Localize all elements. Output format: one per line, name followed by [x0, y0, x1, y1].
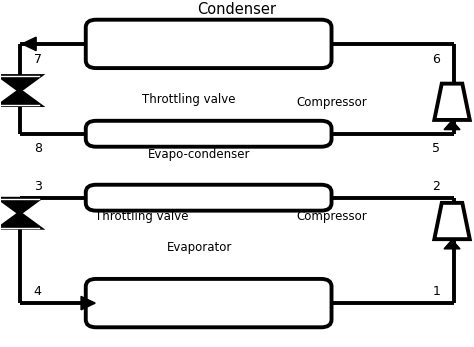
- Text: Compressor: Compressor: [296, 210, 367, 223]
- Text: Throttling valve: Throttling valve: [143, 93, 236, 106]
- Polygon shape: [0, 76, 39, 91]
- Text: 3: 3: [34, 179, 42, 193]
- Polygon shape: [0, 91, 39, 105]
- Text: 2: 2: [432, 179, 440, 193]
- Text: 7: 7: [34, 52, 42, 66]
- Text: 1: 1: [432, 285, 440, 298]
- Text: Evapo-condenser: Evapo-condenser: [148, 148, 250, 161]
- Text: Compressor: Compressor: [296, 96, 367, 109]
- Text: 5: 5: [432, 142, 440, 155]
- Polygon shape: [434, 84, 470, 120]
- Text: Evaporator: Evaporator: [166, 241, 232, 254]
- Polygon shape: [0, 213, 39, 228]
- FancyBboxPatch shape: [86, 185, 331, 211]
- Polygon shape: [81, 296, 95, 310]
- Polygon shape: [22, 37, 36, 51]
- FancyBboxPatch shape: [86, 20, 331, 68]
- Text: 4: 4: [34, 285, 42, 298]
- Text: Throttling valve: Throttling valve: [95, 210, 189, 223]
- Polygon shape: [444, 121, 460, 130]
- Polygon shape: [434, 203, 470, 239]
- Text: 8: 8: [34, 142, 42, 155]
- Polygon shape: [0, 199, 39, 213]
- Polygon shape: [444, 240, 460, 249]
- Text: Condenser: Condenser: [198, 2, 276, 17]
- Text: 6: 6: [432, 52, 440, 66]
- FancyBboxPatch shape: [86, 121, 331, 147]
- FancyBboxPatch shape: [86, 279, 331, 327]
